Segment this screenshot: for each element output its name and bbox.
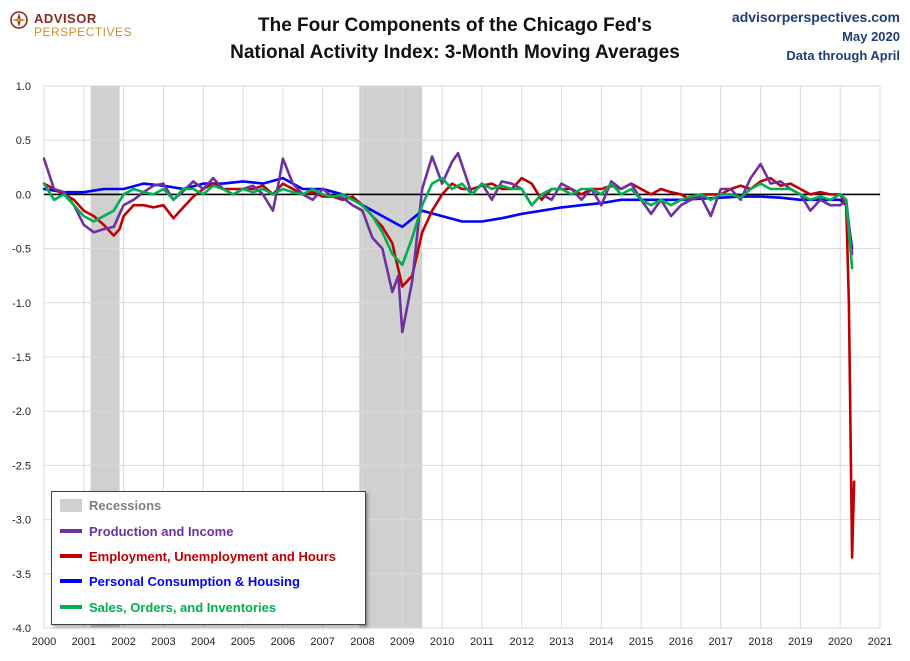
- x-tick-label: 2010: [430, 636, 454, 648]
- legend-item-employment: Employment, Unemployment and Hours: [60, 546, 336, 566]
- y-tick-label: -2.0: [12, 406, 31, 418]
- legend-item-production: Production and Income: [60, 521, 233, 541]
- x-tick-label: 2012: [509, 636, 533, 648]
- legend-item-sales: Sales, Orders, and Inventories: [60, 597, 276, 617]
- y-tick-label: 0.0: [16, 189, 31, 201]
- legend-label-employment: Employment, Unemployment and Hours: [89, 548, 337, 564]
- source-info: advisorperspectives.com May 2020 Data th…: [732, 8, 900, 65]
- x-tick-label: 2008: [350, 636, 374, 648]
- x-tick-label: 2003: [151, 636, 175, 648]
- x-tick-label: 2000: [32, 636, 56, 648]
- legend-label-recessions: Recessions: [89, 497, 162, 513]
- x-tick-label: 2014: [589, 636, 613, 648]
- series-lines: [42, 151, 856, 559]
- x-tick-label: 2013: [549, 636, 573, 648]
- y-tick-label: -4.0: [12, 623, 31, 635]
- x-tick-label: 2007: [310, 636, 334, 648]
- x-tick-label: 2009: [390, 636, 414, 648]
- y-tick-label: -3.5: [12, 569, 31, 581]
- legend-item-consumption: Personal Consumption & Housing: [60, 571, 300, 591]
- x-tick-label: 2004: [191, 636, 215, 648]
- logo-line1: ADVISOR: [34, 11, 97, 26]
- source-data-note: Data through April: [786, 48, 900, 63]
- legend-swatch-consumption: [60, 579, 82, 583]
- series-line-production: [42, 151, 854, 334]
- y-tick-label: -0.5: [12, 244, 31, 256]
- legend-label-sales: Sales, Orders, and Inventories: [89, 599, 277, 615]
- y-tick-label: -1.5: [12, 352, 31, 364]
- x-tick-label: 2002: [111, 636, 135, 648]
- compass-icon: [10, 11, 28, 29]
- x-tick-label: 2017: [709, 636, 733, 648]
- x-tick-label: 2021: [868, 636, 892, 648]
- x-tick-label: 2005: [231, 636, 255, 648]
- x-tick-label: 2001: [72, 636, 96, 648]
- y-tick-label: 1.0: [16, 81, 31, 93]
- y-tick-label: 0.5: [16, 135, 31, 147]
- legend-swatch-sales: [60, 605, 82, 609]
- x-tick-label: 2019: [788, 636, 812, 648]
- x-tick-label: 2018: [748, 636, 772, 648]
- y-tick-label: -2.5: [12, 460, 31, 472]
- legend-label-consumption: Personal Consumption & Housing: [89, 573, 300, 589]
- series-line-sales: [42, 176, 854, 270]
- legend-item-recessions: Recessions: [60, 495, 161, 515]
- x-tick-label: 2011: [470, 636, 494, 648]
- x-tick-label: 2006: [271, 636, 295, 648]
- x-tick-label: 2020: [828, 636, 852, 648]
- y-tick-label: -1.0: [12, 298, 31, 310]
- logo-line2: PERSPECTIVES: [34, 25, 133, 39]
- legend-swatch-production: [60, 529, 82, 533]
- legend-swatch-employment: [60, 554, 82, 558]
- advisor-perspectives-logo: ADVISOR PERSPECTIVES: [10, 8, 150, 40]
- chart-title-line1: The Four Components of the Chicago Fed's: [257, 15, 653, 36]
- source-site: advisorperspectives.com: [731, 9, 900, 25]
- x-tick-label: 2016: [669, 636, 693, 648]
- legend-swatch-recessions: [60, 498, 82, 512]
- chart-title-line2: National Activity Index: 3-Month Moving …: [230, 42, 680, 63]
- y-tick-label: -3.0: [12, 515, 31, 527]
- legend-label-production: Production and Income: [89, 523, 234, 539]
- chart-title: The Four Components of the Chicago Fed's…: [180, 12, 730, 66]
- x-tick-label: 2015: [629, 636, 653, 648]
- tick-labels: 1.0 0.5 0.0 -0.5 -1.0 -1.5 -2.0 -2.5 -3.0 -3.5 -4.…: [12, 81, 892, 648]
- source-date: May 2020: [842, 29, 900, 44]
- legend: Recessions Production and Income Employm…: [51, 491, 366, 625]
